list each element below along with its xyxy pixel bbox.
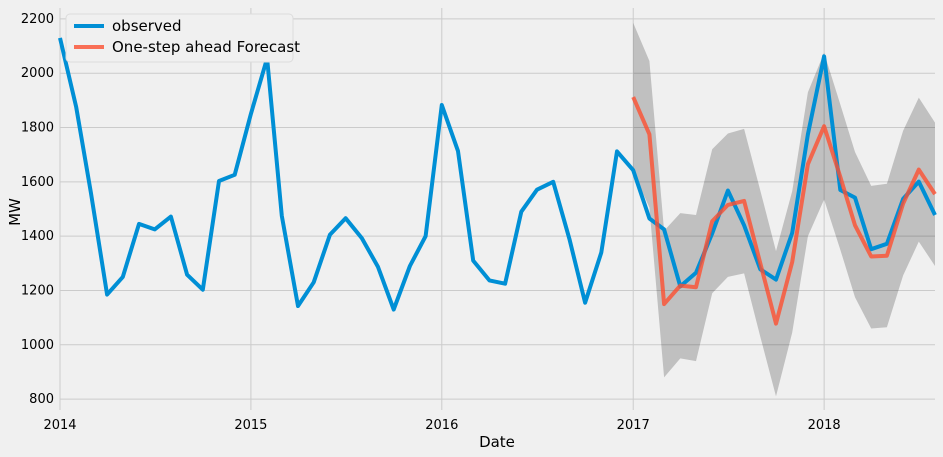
x-axis-ticks: 2014 2015 2016 2017 2018 [43,418,840,433]
y-tick-label: 1600 [21,175,54,190]
legend: observed One-step ahead Forecast [65,13,300,63]
y-tick-label: 1400 [21,229,54,244]
x-tick-label: 2015 [234,418,267,433]
legend-label-forecast: One-step ahead Forecast [112,38,300,56]
y-axis-label: MW [6,198,24,226]
legend-box [65,13,294,63]
confidence-interval-band [633,22,935,397]
y-tick-label: 1200 [21,283,54,298]
y-tick-label: 1000 [21,338,54,353]
x-tick-label: 2017 [617,418,650,433]
series-line-forecast [631,96,937,326]
legend-label-observed: observed [112,17,182,35]
series-lines [58,37,937,326]
y-tick-label: 2200 [21,12,54,27]
y-tick-label: 1800 [21,121,54,136]
forecast-confidence-band [633,22,935,397]
y-axis-ticks: 800 1000 1200 1400 1600 1800 2000 2200 [21,12,54,407]
y-tick-label: 800 [29,392,54,407]
series-line-observed [58,37,937,312]
x-axis-label: Date [479,433,515,451]
x-tick-label: 2018 [808,418,841,433]
x-tick-label: 2014 [43,418,76,433]
x-tick-label: 2016 [425,418,458,433]
y-tick-label: 2000 [21,66,54,81]
plot-background [60,8,935,410]
